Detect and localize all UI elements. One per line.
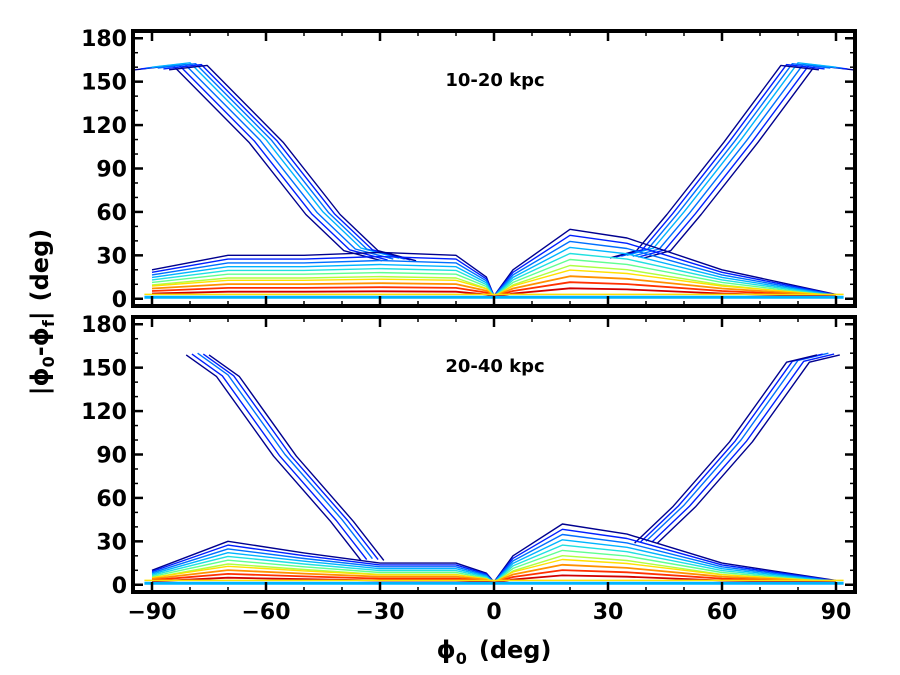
right-arm-contour — [615, 63, 825, 258]
x-axis-phi-sub: 0 — [456, 649, 467, 668]
left-band-contour — [151, 263, 495, 297]
left-band-contour — [151, 286, 495, 298]
left-band-contour — [151, 282, 495, 298]
right-band-contour — [493, 539, 837, 584]
left-band-contour — [151, 565, 495, 583]
left-arm-contour — [191, 353, 368, 561]
left-arm-contour — [197, 352, 373, 560]
y-axis-title: |ϕ0-ϕf|(deg) — [26, 229, 58, 395]
y-tick-label: 180 — [81, 27, 127, 52]
right-band-contour — [493, 228, 837, 297]
y-axis-phif: ϕ — [26, 327, 54, 346]
contour-layer — [144, 352, 844, 585]
y-tick-label: 0 — [112, 574, 127, 599]
right-band-contour — [493, 269, 837, 297]
right-band-contour — [493, 569, 837, 584]
y-tick-labels: 0 30 60 90 120 150 180 — [81, 27, 127, 313]
right-band-contour — [493, 246, 837, 298]
tick-marks — [133, 317, 855, 592]
y-tick-label: 60 — [96, 487, 127, 512]
left-band-contour — [151, 555, 495, 584]
y-tick-label: 0 — [112, 288, 127, 313]
right-band-contour — [493, 275, 837, 298]
y-tick-label: 180 — [81, 313, 127, 338]
right-arm-contour — [626, 62, 837, 256]
y-tick-label: 30 — [96, 530, 127, 555]
right-arm-contour — [656, 354, 840, 544]
left-arm-contour — [185, 354, 362, 561]
y-tick-label: 90 — [96, 444, 127, 469]
y-axis-phi0-sub: 0 — [39, 356, 58, 367]
y-axis-unit: (deg) — [26, 229, 54, 302]
left-arm-contour — [202, 353, 379, 561]
right-band-contour — [493, 252, 837, 298]
right-band-contour — [493, 240, 837, 297]
y-tick-labels: 0 30 60 90 120 150 180 — [81, 313, 127, 599]
left-arm-contour — [208, 354, 385, 561]
right-band-contour — [493, 528, 837, 583]
left-arm-contour — [169, 64, 417, 262]
y-tick-label: 90 — [96, 158, 127, 183]
left-arm-contour — [157, 63, 405, 260]
y-tick-label: 120 — [81, 400, 127, 425]
x-axis-phi: ϕ — [437, 636, 456, 664]
left-band-contour — [151, 259, 495, 297]
right-arm-contour — [651, 353, 835, 543]
x-tick-labels: −90 −60 −30 0 30 60 90 — [127, 600, 851, 625]
y-tick-label: 120 — [81, 114, 127, 139]
left-band-contour — [151, 267, 495, 298]
right-band-contour — [493, 523, 837, 583]
x-tick-label: 90 — [821, 600, 852, 625]
y-axis-bar-left: | — [26, 386, 54, 395]
x-axis-title: ϕ0 (deg) — [437, 636, 552, 668]
x-tick-label: 30 — [593, 600, 624, 625]
left-band-contour — [151, 278, 495, 297]
panel-20-40-kpc: 0 30 60 90 120 150 180 −90 −60 −30 0 30 60 90 20-40 … — [81, 313, 857, 625]
right-band-contour — [493, 558, 837, 583]
right-band-contour — [493, 281, 837, 298]
left-band-contour — [151, 544, 495, 583]
left-band-contour — [151, 552, 495, 584]
contour-layer — [134, 62, 854, 299]
right-band-contour — [493, 533, 837, 583]
left-band-contour — [151, 540, 495, 583]
left-band-contour — [151, 548, 495, 583]
panel-10-20-kpc: 0 30 60 90 120 150 180 10-20 kpc — [81, 27, 857, 313]
left-band-contour — [151, 271, 495, 298]
x-tick-label: 0 — [486, 600, 501, 625]
right-arm-contour — [645, 352, 829, 542]
y-tick-label: 60 — [96, 201, 127, 226]
y-axis-phif-sub: f — [39, 319, 58, 327]
right-band-contour — [493, 234, 837, 297]
x-tick-label: 60 — [707, 600, 738, 625]
left-band-contour — [151, 251, 495, 297]
right-arm-contour — [621, 63, 831, 257]
right-band-contour — [493, 549, 837, 584]
y-tick-label: 30 — [96, 244, 127, 269]
right-arm-contour — [634, 354, 818, 544]
right-arm-contour — [609, 64, 819, 259]
right-band-contour — [493, 544, 837, 584]
y-axis-bar-right: | — [26, 311, 54, 320]
left-band-contour — [151, 255, 495, 297]
y-axis-minus: - — [26, 346, 54, 356]
x-tick-label: −90 — [127, 600, 176, 625]
y-tick-label: 150 — [81, 71, 127, 96]
right-band-contour — [493, 563, 837, 584]
panel-label: 20-40 kpc — [445, 356, 544, 377]
y-axis-phi0: ϕ — [26, 367, 54, 386]
y-tick-label: 150 — [81, 357, 127, 382]
right-band-contour — [493, 258, 837, 298]
x-tick-label: −60 — [241, 600, 290, 625]
x-tick-label: −30 — [355, 600, 404, 625]
left-arm-contour — [134, 64, 383, 262]
tick-marks — [133, 31, 855, 306]
panel-label: 10-20 kpc — [445, 70, 544, 91]
x-axis-unit: (deg) — [479, 636, 552, 664]
